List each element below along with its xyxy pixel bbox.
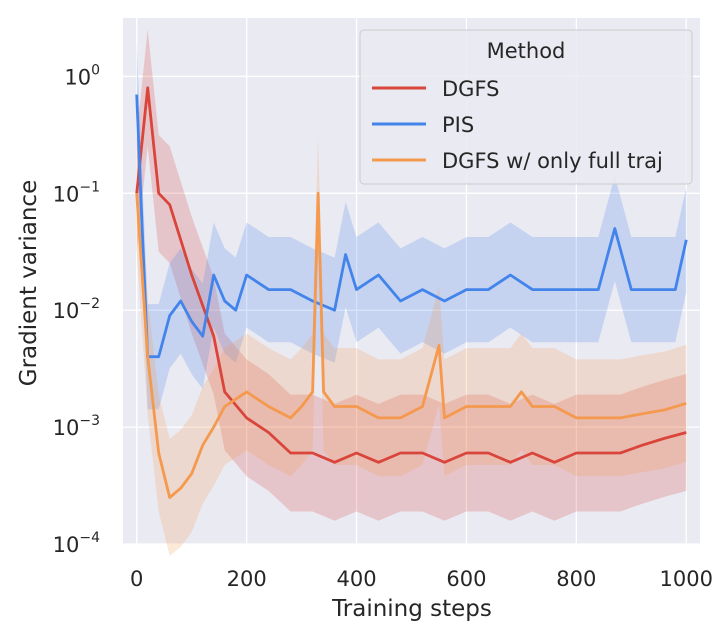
legend-title: Method [487, 39, 566, 63]
line-dgfs [135, 86, 687, 464]
x-tick-label: 400 [337, 567, 377, 591]
y-tick-label: 100 [64, 62, 100, 89]
y-tick-label: 10−1 [53, 179, 100, 206]
y-tick-label: 10−2 [53, 296, 100, 323]
legend-label: DGFS [442, 77, 499, 101]
grid [123, 18, 700, 545]
confidence-bands [136, 29, 687, 556]
line-pis [135, 94, 688, 359]
line-dgfs-w-only-full-traj [135, 191, 687, 499]
legend: Method DGFS PIS DGFS w/ only full traj [359, 29, 693, 185]
x-axis-label: Training steps [331, 596, 492, 622]
band-dgfs [136, 29, 687, 521]
y-axis-label: Gradient variance [16, 180, 42, 386]
band-pis [136, 42, 687, 410]
legend-label: PIS [442, 113, 474, 137]
y-tick-labels: 100 10−1 10−2 10−3 10−4 [53, 62, 100, 557]
x-tick-label: 200 [227, 567, 267, 591]
series-lines [135, 86, 688, 499]
x-tick-label: 600 [446, 567, 486, 591]
band-dgfs-w-only-full-traj [136, 134, 687, 556]
y-tick-label: 10−4 [53, 530, 100, 557]
x-tick-label: 0 [130, 567, 143, 591]
y-tick-label: 10−3 [53, 413, 100, 440]
legend-label: DGFS w/ only full traj [442, 149, 663, 173]
x-tick-label: 800 [556, 567, 596, 591]
legend-box [359, 29, 693, 185]
legend-items: DGFS PIS DGFS w/ only full traj [372, 77, 663, 173]
x-tick-labels: 0 200 400 600 800 1000 [130, 567, 713, 591]
x-tick-label: 1000 [660, 567, 713, 591]
